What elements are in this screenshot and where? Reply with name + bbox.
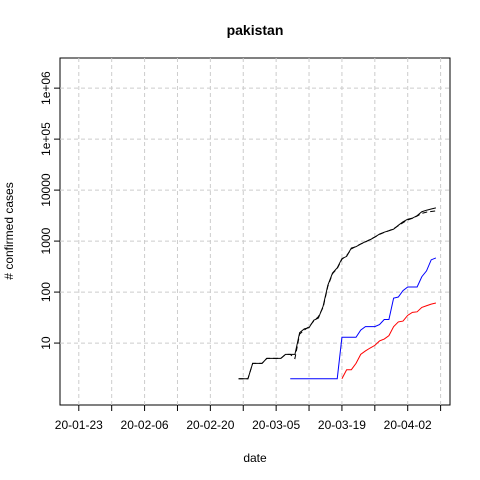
chart-title: pakistan: [227, 22, 284, 38]
x-tick-label: 20-03-19: [318, 418, 366, 432]
x-tick-label: 20-02-20: [186, 418, 234, 432]
y-tick-label: 10000: [39, 173, 53, 207]
y-tick-label: 1e+06: [39, 71, 53, 105]
x-axis-label: date: [243, 451, 267, 465]
y-tick-label: 10: [39, 336, 53, 350]
y-axis-label: # confirmed cases: [2, 182, 16, 279]
y-tick-label: 1000: [39, 227, 53, 254]
x-tick-label: 20-01-23: [55, 418, 103, 432]
series-line: [341, 302, 437, 379]
x-tick-label: 20-02-06: [121, 418, 169, 432]
series-line: [290, 257, 437, 380]
series-line: [238, 207, 437, 380]
x-tick-label: 20-03-05: [252, 418, 300, 432]
series-line: [238, 210, 436, 380]
x-tick-label: 20-04-02: [384, 418, 432, 432]
y-tick-label: 100: [39, 282, 53, 302]
plot-frame: [59, 57, 451, 406]
y-tick-label: 1e+05: [39, 122, 53, 156]
